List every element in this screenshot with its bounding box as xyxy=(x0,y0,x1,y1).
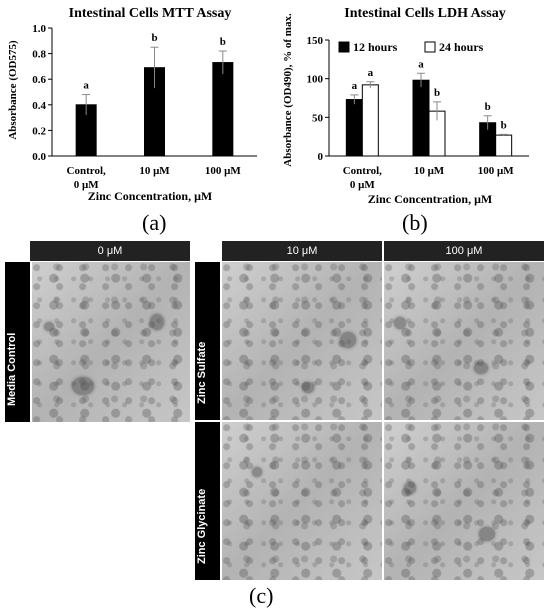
chart-b-legend-label: 12 hours xyxy=(353,40,398,54)
chart-b-bar xyxy=(495,134,513,157)
mtt-chart: Intestinal Cells MTT Assay Absorbance (O… xyxy=(7,6,257,203)
chart-a-x-tick-label: Control, 0 μM xyxy=(67,165,106,191)
column-header-100um: 100 μM xyxy=(384,241,544,261)
chart-a-xlabel: Zinc Concentration, μM xyxy=(88,189,212,203)
micrograph-zinc-sulfate-10um xyxy=(222,262,382,420)
chart-b-bar xyxy=(345,99,363,157)
chart-b-x-tick-label: 100 μM xyxy=(478,165,514,177)
chart-b-legend-swatch xyxy=(424,41,436,53)
chart-a-y-tick-label: 0.4 xyxy=(32,100,46,112)
chart-b-significance-letter: b xyxy=(434,87,440,99)
chart-a-bar xyxy=(212,62,234,157)
chart-b-significance-letter: b xyxy=(501,119,507,131)
chart-b-legend-label: 24 hours xyxy=(439,40,484,54)
row-header-zinc-glycinate: Zinc Glycinate xyxy=(195,422,220,580)
row-header-zinc-sulfate: Zinc Sulfate xyxy=(195,262,220,420)
micrograph-zinc-sulfate-100um xyxy=(384,262,544,420)
row-header-media-control: Media Control xyxy=(5,262,30,422)
chart-b-ylabel: Absorbance (OD490), % of max. xyxy=(282,13,294,167)
column-header-10um: 10 μM xyxy=(222,241,382,261)
chart-b-x-tick-label: Control, 0 μM xyxy=(343,165,382,191)
chart-a-y-tick-label: 0.6 xyxy=(32,74,46,86)
chart-a-ylabel: Absorbance (OD575) xyxy=(7,40,19,140)
chart-b-bar xyxy=(412,79,430,157)
chart-b-y-tick-label: 150 xyxy=(307,35,324,47)
ldh-chart: Intestinal Cells LDH Assay Absorbance (O… xyxy=(282,6,529,206)
panel-label-a: (a) xyxy=(142,210,167,235)
chart-b-y-tick-label: 100 xyxy=(307,74,324,86)
chart-b-legend-swatch xyxy=(338,41,350,53)
chart-b-y-tick-label: 0 xyxy=(318,151,324,163)
chart-a-x-tick-label: 100 μM xyxy=(205,165,241,177)
chart-b-y-tick-label: 50 xyxy=(312,112,324,124)
chart-b-significance-letter: a xyxy=(352,80,358,92)
chart-a-significance-letter: b xyxy=(220,36,226,48)
micrograph-media-control-0um xyxy=(32,262,190,422)
row-header-zinc-sulfate-label: Zinc Sulfate xyxy=(195,341,208,404)
chart-a-y-tick-label: 1.0 xyxy=(32,23,46,35)
chart-b-significance-letter: a xyxy=(368,67,374,79)
micrograph-zinc-glycinate-10um xyxy=(222,422,382,580)
chart-b-bar xyxy=(361,84,379,157)
chart-b-significance-letter: a xyxy=(418,58,424,70)
column-header-0um: 0 μM xyxy=(30,241,190,261)
chart-a-title: Intestinal Cells MTT Assay xyxy=(69,6,232,21)
chart-a-y-tick-label: 0.0 xyxy=(32,151,46,163)
chart-a-y-tick-label: 0.8 xyxy=(32,49,46,61)
chart-b-significance-letter: b xyxy=(485,101,491,113)
row-header-zinc-glycinate-label: Zinc Glycinate xyxy=(195,488,208,564)
chart-a-x-tick-label: 10 μM xyxy=(139,165,170,177)
row-header-media-control-label: Media Control xyxy=(5,332,18,406)
chart-a-significance-letter: a xyxy=(83,80,89,92)
chart-a-significance-letter: b xyxy=(151,32,157,44)
chart-b-xlabel: Zinc Concentration, μM xyxy=(368,192,492,206)
micrograph-zinc-glycinate-100um xyxy=(384,422,544,580)
panel-label-c: (c) xyxy=(249,583,274,608)
chart-b-x-tick-label: 10 μM xyxy=(414,165,445,177)
panel-label-b: (b) xyxy=(402,210,428,235)
chart-a-y-tick-label: 0.2 xyxy=(32,125,46,137)
chart-b-title: Intestinal Cells LDH Assay xyxy=(344,6,505,21)
